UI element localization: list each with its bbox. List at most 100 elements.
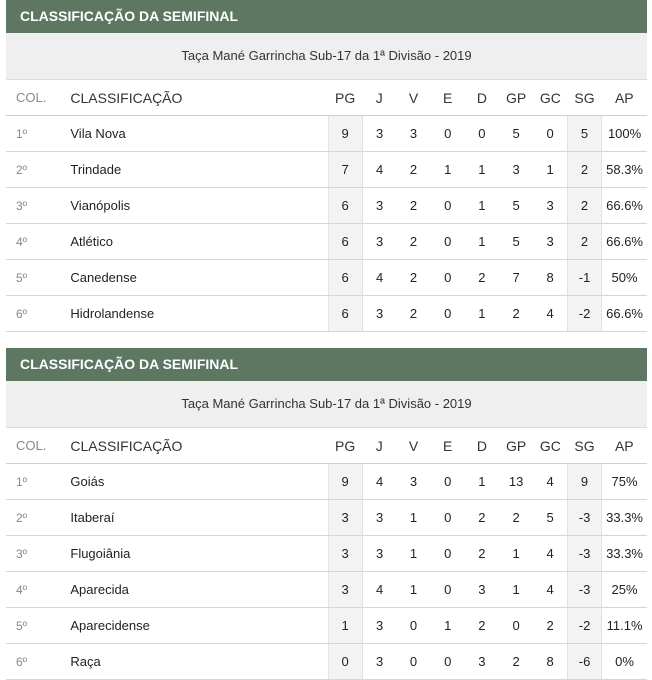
team-name-link[interactable]: Atlético (66, 223, 328, 260)
goal-diff-cell: 2 (566, 223, 603, 260)
section-header: CLASSIFICAÇÃO DA SEMIFINAL (6, 0, 647, 33)
col-header-team: CLASSIFICAÇÃO (66, 80, 328, 116)
goals-for-cell: 2 (499, 643, 534, 680)
goals-for-cell: 5 (499, 223, 534, 260)
col-header-position: COL. (6, 80, 67, 116)
performance-cell: 11.1% (601, 607, 647, 644)
games-cell: 4 (362, 151, 397, 188)
games-cell: 3 (362, 295, 397, 332)
table-row: 1º Vila Nova 9 3 3 0 0 5 0 5 100% (6, 115, 647, 152)
points-cell: 6 (327, 295, 363, 332)
losses-cell: 0 (464, 115, 500, 152)
team-name-link[interactable]: Flugoiânia (66, 535, 328, 572)
goals-against-cell: 4 (533, 295, 568, 332)
table-row: 4º Atlético 6 3 2 0 1 5 3 2 66.6% (6, 223, 647, 260)
col-header-team: CLASSIFICAÇÃO (66, 428, 328, 464)
col-header-ap: AP (601, 428, 647, 464)
performance-cell: 75% (601, 463, 647, 500)
team-name-link[interactable]: Aparecida (66, 571, 328, 608)
team-name-link[interactable]: Aparecidense (66, 607, 328, 644)
points-cell: 6 (327, 223, 363, 260)
table-header-row: COL. CLASSIFICAÇÃO PG J V E D GP GC SG A… (6, 80, 647, 116)
goals-for-cell: 7 (499, 259, 534, 296)
wins-cell: 2 (396, 295, 431, 332)
standings-block-2: CLASSIFICAÇÃO DA SEMIFINAL Taça Mané Gar… (6, 348, 647, 680)
performance-cell: 25% (601, 571, 647, 608)
wins-cell: 2 (396, 259, 431, 296)
goal-diff-cell: 2 (566, 187, 603, 224)
losses-cell: 2 (464, 607, 500, 644)
team-name-link[interactable]: Hidrolandense (66, 295, 328, 332)
position-cell: 5º (6, 259, 67, 296)
col-header-sg: SG (567, 80, 602, 116)
draws-cell: 0 (430, 535, 465, 572)
draws-cell: 1 (430, 607, 465, 644)
goals-against-cell: 4 (533, 463, 568, 500)
competition-subtitle: Taça Mané Garrincha Sub-17 da 1ª Divisão… (6, 33, 647, 80)
col-header-ap: AP (601, 80, 647, 116)
goal-diff-cell: 9 (566, 463, 603, 500)
position-cell: 2º (6, 151, 67, 188)
performance-cell: 33.3% (601, 499, 647, 536)
position-cell: 2º (6, 499, 67, 536)
games-cell: 3 (362, 187, 397, 224)
draws-cell: 0 (430, 499, 465, 536)
table-row: 5º Aparecidense 1 3 0 1 2 0 2 -2 11.1% (6, 607, 647, 644)
goals-for-cell: 0 (499, 607, 534, 644)
goals-for-cell: 3 (499, 151, 534, 188)
team-name-link[interactable]: Goiás (66, 463, 328, 500)
points-cell: 3 (327, 535, 363, 572)
performance-cell: 66.6% (601, 223, 647, 260)
position-cell: 4º (6, 571, 67, 608)
points-cell: 6 (327, 259, 363, 296)
wins-cell: 2 (396, 187, 431, 224)
wins-cell: 2 (396, 151, 431, 188)
col-header-gp: GP (499, 428, 534, 464)
goal-diff-cell: -2 (566, 295, 603, 332)
points-cell: 3 (327, 499, 363, 536)
points-cell: 1 (327, 607, 363, 644)
draws-cell: 0 (430, 223, 465, 260)
wins-cell: 1 (396, 571, 431, 608)
col-header-e: E (430, 428, 465, 464)
performance-cell: 100% (601, 115, 647, 152)
team-name-link[interactable]: Trindade (66, 151, 328, 188)
col-header-j: J (362, 80, 397, 116)
table-row: 3º Flugoiânia 3 3 1 0 2 1 4 -3 33.3% (6, 535, 647, 572)
col-header-position: COL. (6, 428, 67, 464)
losses-cell: 2 (464, 259, 500, 296)
col-header-v: V (396, 80, 431, 116)
goals-against-cell: 1 (533, 151, 568, 188)
draws-cell: 0 (430, 463, 465, 500)
team-name-link[interactable]: Itaberaí (66, 499, 328, 536)
goals-for-cell: 1 (499, 535, 534, 572)
goals-against-cell: 8 (533, 259, 568, 296)
performance-cell: 66.6% (601, 187, 647, 224)
goals-against-cell: 3 (533, 187, 568, 224)
wins-cell: 0 (396, 607, 431, 644)
draws-cell: 0 (430, 571, 465, 608)
team-name-link[interactable]: Vila Nova (66, 115, 328, 152)
team-name-link[interactable]: Vianópolis (66, 187, 328, 224)
goal-diff-cell: -3 (566, 535, 603, 572)
losses-cell: 1 (464, 151, 500, 188)
position-cell: 3º (6, 187, 67, 224)
draws-cell: 0 (430, 259, 465, 296)
team-name-link[interactable]: Canedense (66, 259, 328, 296)
col-header-pg: PG (328, 428, 363, 464)
goals-for-cell: 5 (499, 115, 534, 152)
games-cell: 3 (362, 223, 397, 260)
goals-for-cell: 2 (499, 295, 534, 332)
position-cell: 4º (6, 223, 67, 260)
team-name-link[interactable]: Raça (66, 643, 328, 680)
losses-cell: 2 (464, 499, 500, 536)
points-cell: 9 (327, 115, 363, 152)
points-cell: 3 (327, 571, 363, 608)
position-cell: 3º (6, 535, 67, 572)
goals-against-cell: 0 (533, 115, 568, 152)
col-header-v: V (396, 428, 431, 464)
position-cell: 1º (6, 463, 67, 500)
position-cell: 5º (6, 607, 67, 644)
performance-cell: 66.6% (601, 295, 647, 332)
table-row: 1º Goiás 9 4 3 0 1 13 4 9 75% (6, 463, 647, 500)
